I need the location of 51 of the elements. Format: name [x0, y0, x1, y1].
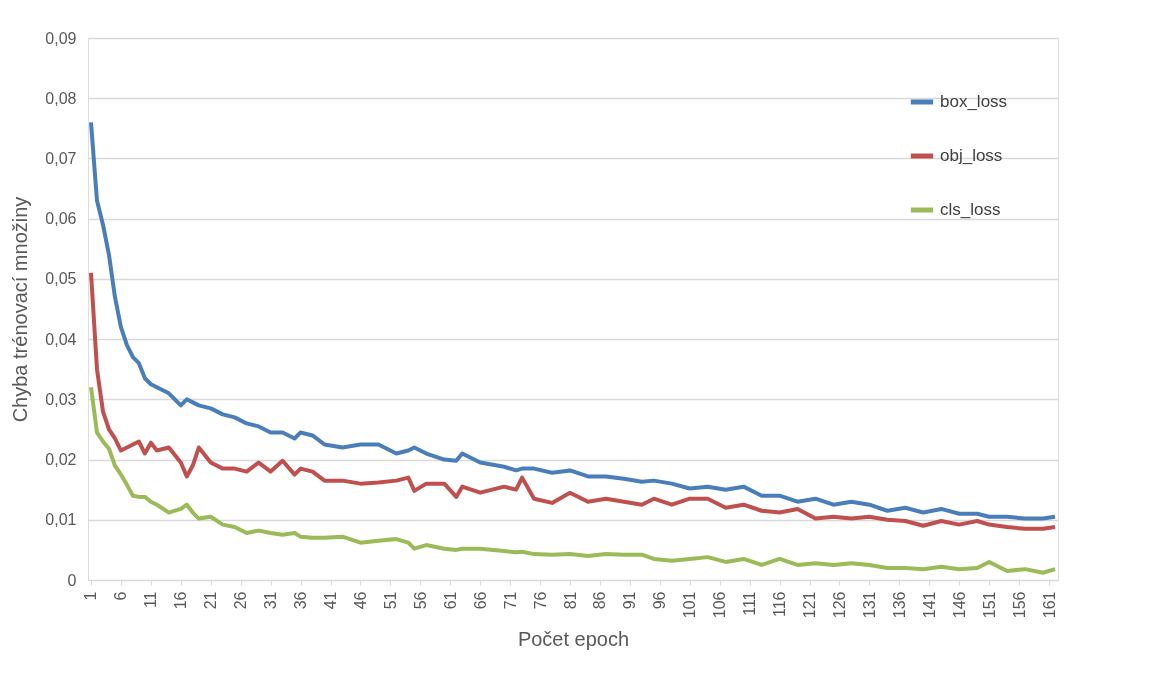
- legend-label: cls_loss: [940, 200, 1001, 219]
- legend-label: obj_loss: [940, 146, 1003, 165]
- x-tick-label: 101: [681, 591, 699, 619]
- y-tick-label: 0: [67, 571, 77, 589]
- x-tick-label: 96: [651, 591, 669, 610]
- line-series: [88, 270, 1058, 531]
- x-tick-label: 81: [561, 591, 579, 610]
- x-tick-label: 51: [381, 591, 399, 610]
- line-series: [88, 120, 1058, 521]
- y-tick-label: 0,05: [45, 270, 77, 288]
- x-tick-label: 71: [501, 591, 519, 610]
- legend-label: box_loss: [940, 92, 1008, 111]
- y-tick-label: 0,06: [45, 210, 77, 228]
- x-tick-label: 121: [801, 591, 819, 619]
- x-tick-label: 26: [232, 591, 250, 610]
- x-tick-label: 61: [441, 591, 459, 610]
- x-tick-label: 91: [621, 591, 639, 610]
- x-tick-label: 146: [950, 591, 968, 619]
- y-tick-label: 0,01: [45, 511, 77, 529]
- line-series: [88, 385, 1058, 575]
- x-tick-label: 116: [771, 591, 789, 618]
- x-tick-label: 106: [711, 591, 729, 619]
- x-tick-label: 11: [142, 591, 160, 609]
- x-tick-label: 86: [591, 591, 609, 610]
- x-tick-label: 126: [830, 591, 848, 619]
- x-tick-label: 46: [351, 591, 369, 610]
- x-tick-label: 151: [980, 591, 998, 619]
- y-tick-label: 0,03: [45, 390, 77, 408]
- x-tick-label: 21: [202, 591, 220, 610]
- x-tick-label: 56: [411, 591, 429, 610]
- y-tick-label: 0,09: [45, 29, 77, 47]
- y-tick-label: 0,02: [45, 451, 77, 469]
- x-tick-label: 1: [82, 591, 100, 601]
- x-tick-label: 161: [1040, 591, 1058, 619]
- x-tick-label: 111: [741, 591, 759, 616]
- x-tick-label: 156: [1010, 591, 1028, 619]
- x-tick-label: 41: [322, 591, 339, 610]
- x-tick-label: 136: [890, 591, 908, 619]
- y-tick-label: 0,04: [45, 330, 77, 348]
- x-axis-title: Počet epoch: [517, 628, 630, 651]
- x-tick-label: 36: [292, 591, 310, 610]
- y-tick-label: 0,07: [45, 149, 77, 167]
- x-tick-label: 76: [531, 591, 549, 610]
- x-tick-label: 31: [262, 591, 280, 610]
- y-axis-title: Chyba trénovací množiny: [9, 196, 32, 423]
- x-tick-label: 16: [172, 591, 190, 610]
- y-tick-label: 0,08: [45, 89, 77, 107]
- x-tick-label: 66: [471, 591, 489, 610]
- x-tick-label: 131: [860, 591, 878, 619]
- x-tick-label: 141: [920, 591, 938, 619]
- x-tick-label: 6: [112, 591, 130, 601]
